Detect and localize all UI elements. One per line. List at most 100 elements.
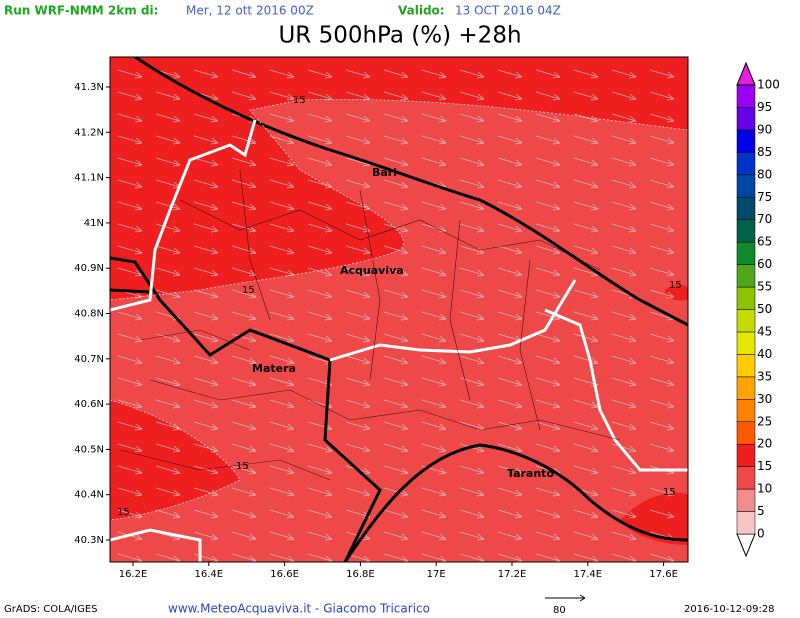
wind-arrow xyxy=(307,465,333,475)
wind-arrow xyxy=(307,333,333,343)
wind-arrow xyxy=(345,135,371,145)
wind-arrow xyxy=(497,509,523,519)
wind-arrow xyxy=(117,223,143,233)
lon-label: 16.6E xyxy=(270,569,299,580)
lat-label: 40.6N xyxy=(74,399,104,410)
wind-arrow xyxy=(459,201,485,211)
colorbar-label: 95 xyxy=(757,100,772,114)
wind-arrow xyxy=(345,69,371,79)
wind-arrow xyxy=(383,223,409,233)
wind-arrow xyxy=(611,91,637,101)
wind-arrow xyxy=(307,311,333,321)
wind-arrow xyxy=(535,69,561,79)
wind-arrow xyxy=(535,179,561,189)
wind-arrow xyxy=(573,245,599,255)
wind-arrow xyxy=(193,443,219,453)
humid-zone xyxy=(620,492,688,545)
wind-arrow xyxy=(573,509,599,519)
wind-arrow xyxy=(383,201,409,211)
wind-arrow xyxy=(535,201,561,211)
wind-arrow xyxy=(307,201,333,211)
wind-arrow xyxy=(421,509,447,519)
wind-arrow xyxy=(117,135,143,145)
colorbar-cell xyxy=(736,286,756,310)
wind-arrow xyxy=(535,267,561,277)
wind-arrow xyxy=(421,289,447,299)
wind-arrow xyxy=(193,289,219,299)
lon-label: 16.8E xyxy=(346,569,375,580)
wind-arrow xyxy=(497,399,523,409)
wind-arrow xyxy=(573,311,599,321)
wind-arrow xyxy=(573,421,599,431)
colorbar-label: 40 xyxy=(757,347,772,361)
wind-arrow xyxy=(611,487,637,497)
wind-arrow xyxy=(117,487,143,497)
wind-arrow xyxy=(269,113,295,123)
wind-arrow xyxy=(117,399,143,409)
wind-arrow xyxy=(383,179,409,189)
wind-arrow xyxy=(497,91,523,101)
colorbar-label: 15 xyxy=(757,459,772,473)
lat-label: 40.3N xyxy=(74,535,104,546)
colorbar-label: 70 xyxy=(757,212,772,226)
wind-arrow xyxy=(307,531,333,541)
wind-arrow xyxy=(497,531,523,541)
wind-arrow xyxy=(269,355,295,365)
wind-arrow xyxy=(345,377,371,387)
wind-arrow xyxy=(231,289,257,299)
wind-arrow xyxy=(573,465,599,475)
wind-arrow xyxy=(649,91,675,101)
colorbar-label: 0 xyxy=(757,527,765,541)
wind-arrow xyxy=(193,377,219,387)
lon-label: 17.2E xyxy=(498,569,527,580)
wind-arrow xyxy=(497,311,523,321)
wind-arrow xyxy=(193,113,219,123)
colorbar-label: 20 xyxy=(757,437,772,451)
wind-arrow xyxy=(155,443,181,453)
lon-label: 17E xyxy=(427,569,446,580)
wind-arrow xyxy=(155,113,181,123)
wind-arrow xyxy=(497,245,523,255)
contour-label: 15 xyxy=(663,487,676,498)
wind-arrow xyxy=(611,179,637,189)
wind-arrow xyxy=(535,443,561,453)
wind-arrow xyxy=(459,157,485,167)
colorbar-low xyxy=(736,533,756,558)
wind-arrow xyxy=(155,91,181,101)
lat-label: 40.4N xyxy=(74,490,104,501)
wind-arrow xyxy=(497,465,523,475)
wind-arrow xyxy=(535,245,561,255)
wind-arrow xyxy=(345,289,371,299)
place-label: Bari xyxy=(372,166,397,179)
contour-label: 15 xyxy=(669,280,682,291)
wind-arrow xyxy=(459,355,485,365)
contour-label: 15 xyxy=(117,507,130,518)
wind-arrow xyxy=(535,355,561,365)
wind-arrow xyxy=(307,69,333,79)
colorbar-cell xyxy=(736,241,756,265)
wind-arrow xyxy=(269,223,295,233)
wind-arrow xyxy=(573,443,599,453)
wind-arrow xyxy=(421,421,447,431)
lat-label: 41N xyxy=(84,218,104,229)
wind-arrow xyxy=(117,355,143,365)
colorbar-label: 85 xyxy=(757,145,772,159)
wind-arrow xyxy=(573,289,599,299)
wind-arrow xyxy=(497,421,523,431)
colorbar-label: 35 xyxy=(757,369,772,383)
municipal-borders xyxy=(119,169,621,481)
wind-arrow xyxy=(497,157,523,167)
colorbar-cell xyxy=(736,511,756,535)
lon-label: 17.4E xyxy=(574,569,603,580)
wind-arrow xyxy=(307,113,333,123)
wind-arrow xyxy=(611,531,637,541)
lon-label: 16.4E xyxy=(195,569,224,580)
wind-arrow xyxy=(611,157,637,167)
wind-arrow xyxy=(611,201,637,211)
wind-arrow xyxy=(497,135,523,145)
wind-arrow xyxy=(459,509,485,519)
wind-arrow xyxy=(155,421,181,431)
wind-arrow xyxy=(459,465,485,475)
place-label: Taranto xyxy=(507,467,554,480)
wind-arrow xyxy=(649,267,675,277)
